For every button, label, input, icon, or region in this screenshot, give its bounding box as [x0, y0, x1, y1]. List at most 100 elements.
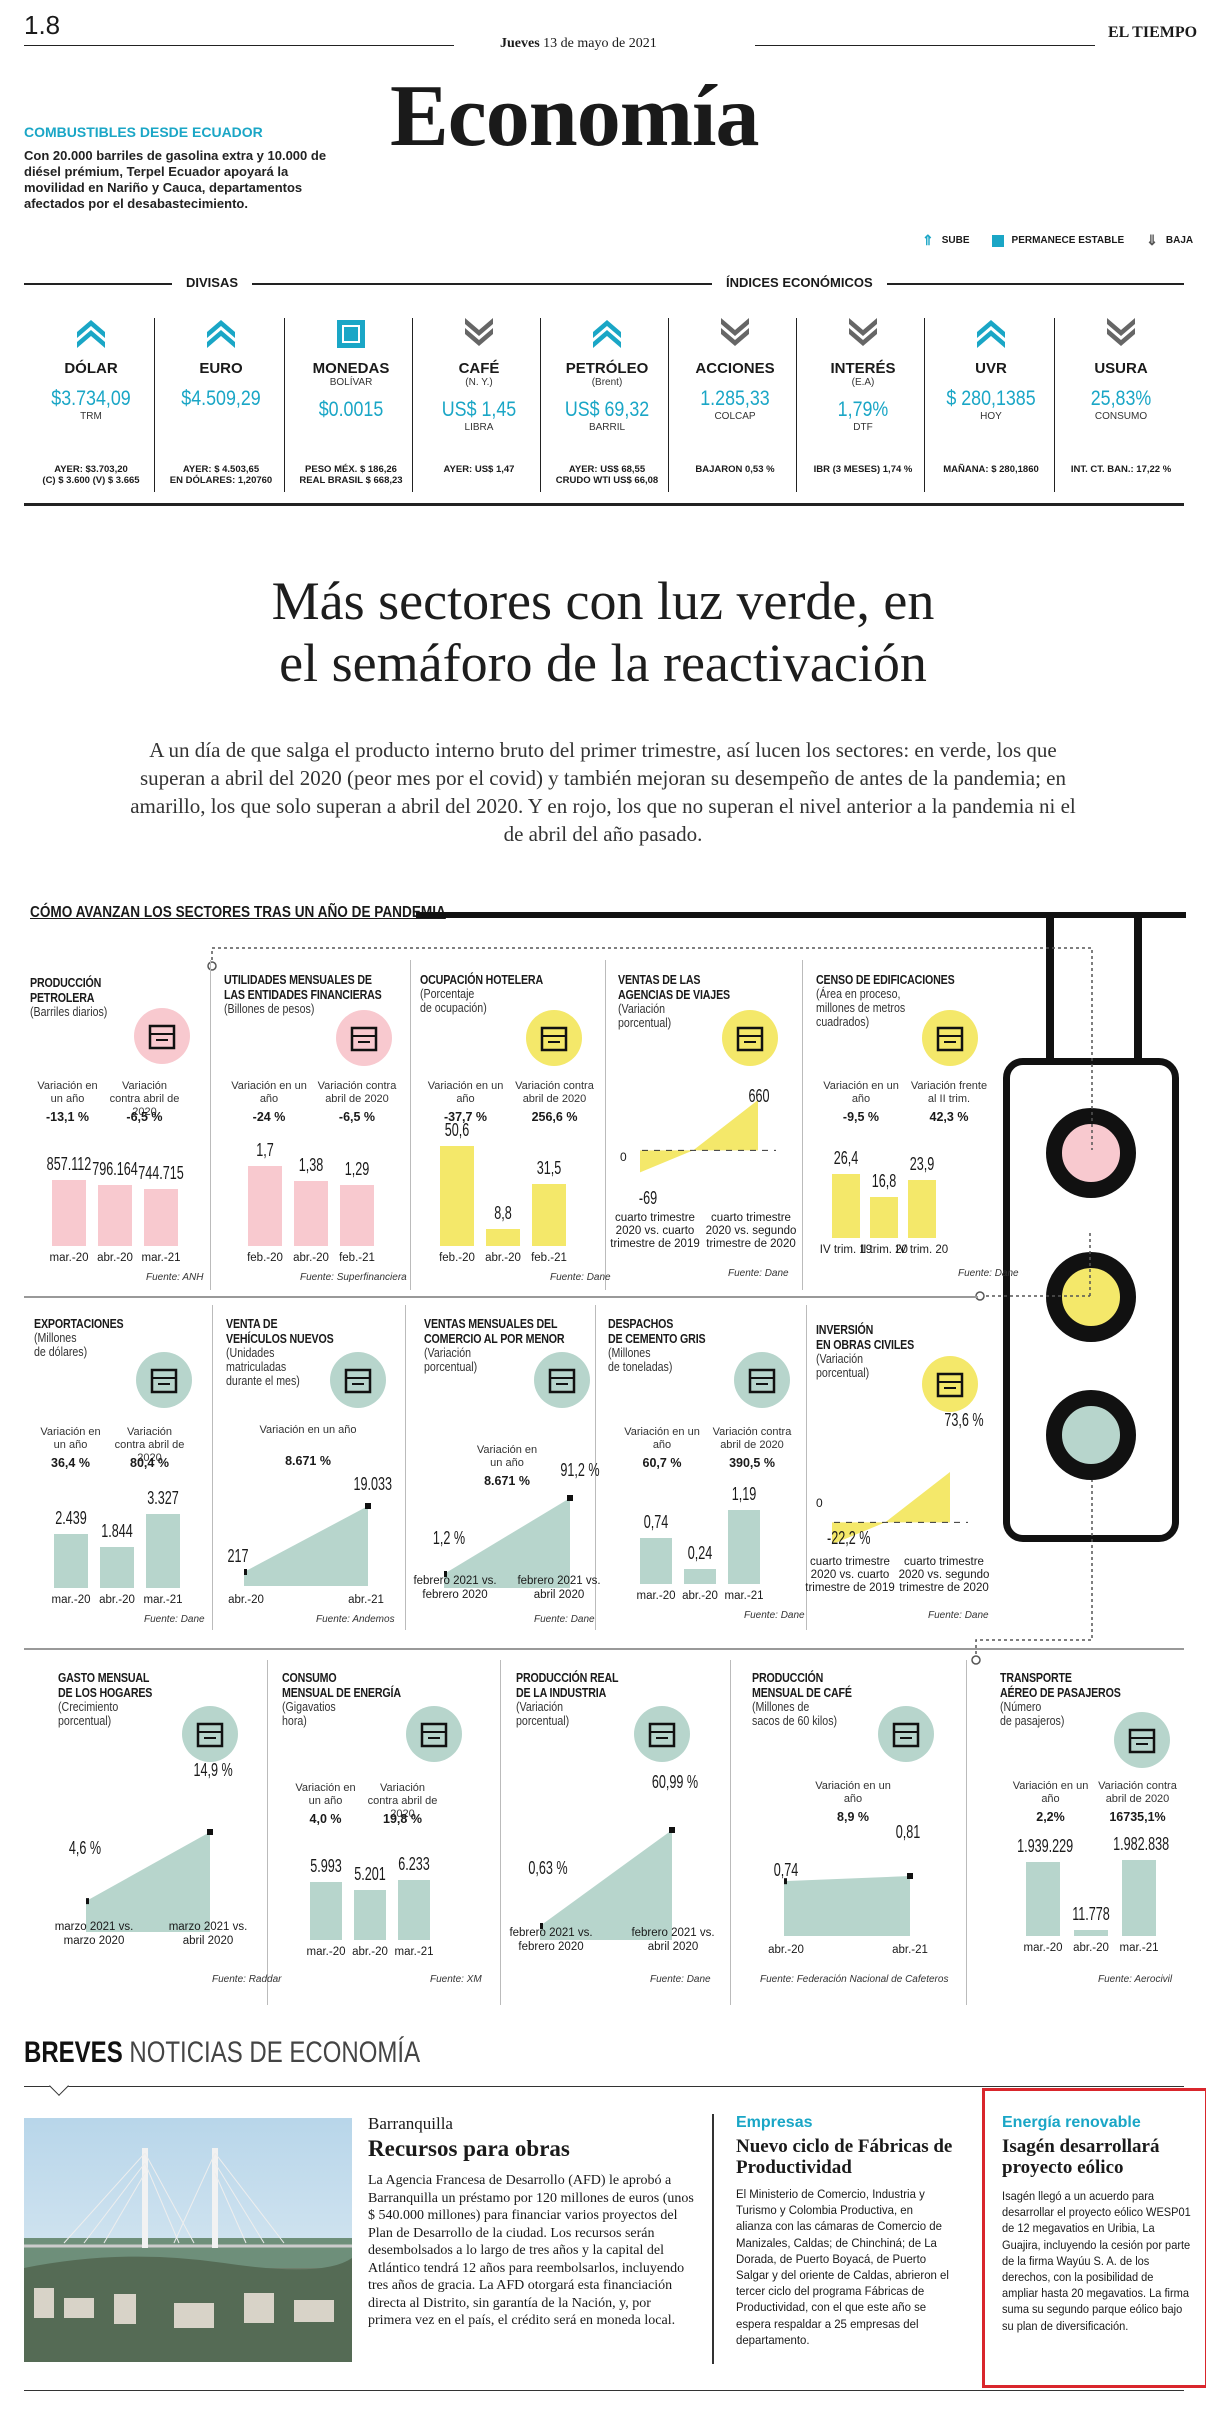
indicator-unit: COLCAP: [714, 411, 756, 422]
panel-title: OCUPACIÓN HOTELERA: [420, 972, 543, 987]
divider: [267, 1660, 268, 2005]
brief-2-kicker: Empresas: [736, 2114, 813, 2131]
coffee-sacks-icon: [878, 1706, 934, 1762]
stable-icon: [337, 320, 365, 348]
teaser-text: Con 20.000 barriles de gasolina extra y …: [24, 148, 327, 211]
bar-label: 11.778: [1072, 1904, 1110, 1924]
source: Fuente: Andemos: [316, 1614, 395, 1625]
indicator-8: USURA 25,83% CONSUMO INT. CT. BAN.: 17,22 %: [1056, 318, 1186, 475]
brief-1-headline: Recursos para obras: [368, 2136, 570, 2161]
bar-label: 31,5: [536, 1157, 562, 1178]
variation-label: Variación contra abril de 2020: [317, 1080, 397, 1105]
indicator-name: MONEDAS: [312, 360, 390, 377]
teaser-kicker: COMBUSTIBLES DESDE ECUADOR: [24, 124, 263, 140]
panel-title: DESPACHOS: [608, 1316, 674, 1331]
bar-label: 2.439: [55, 1507, 87, 1528]
source: Fuente: Dane: [550, 1272, 611, 1283]
category-label: mar.-20: [1023, 1942, 1063, 1954]
legend-stable-icon: [991, 234, 1004, 247]
cement-mixer-icon: [734, 1352, 790, 1408]
panel-subtitle: (Unidades: [226, 1346, 275, 1360]
divider: [410, 960, 411, 1290]
panel-subtitle: de ocupación): [420, 1001, 487, 1015]
panel-subtitle: porcentual): [618, 1016, 672, 1030]
divider: [730, 1660, 731, 2005]
panel-title: TRANSPORTE: [1000, 1670, 1072, 1685]
variation-value: 8.671 %: [285, 1454, 331, 1468]
area-chart: [784, 1873, 913, 1936]
category-label: marzo 2021 vs. marzo 2020: [54, 1921, 134, 1947]
panel-subtitle: (Variación: [816, 1352, 864, 1366]
indicator-foot: AYER: US$ 1,47: [443, 464, 515, 475]
panel-subtitle: (Variación: [516, 1700, 564, 1714]
category-label: mar.-20: [51, 1594, 91, 1606]
trend-up-icon: [207, 320, 235, 348]
low-label: -22,2 %: [827, 1528, 871, 1548]
variation-label: Variación contra abril de 2020: [1098, 1780, 1177, 1805]
category-label: abr.-20: [682, 1590, 718, 1602]
indicator-value: 1,79%: [837, 398, 889, 421]
indicator-foot: AYER: US$ 68,55 CRUDO WTI US$ 66,08: [555, 464, 659, 486]
panel-subtitle: (Billones de pesos): [224, 1002, 315, 1016]
variation-label: Variación contra abril de 2020: [367, 1782, 438, 1820]
indicator-foot: MAÑANA: $ 280,1860: [943, 464, 1039, 475]
panel-subtitle: (Porcentaje: [420, 987, 475, 1001]
low-label: -69: [638, 1188, 658, 1208]
bar-label: 857.112: [46, 1154, 92, 1174]
indicator-divider: [1054, 318, 1055, 492]
indicator-foot: BAJARON 0,53 %: [695, 464, 775, 475]
panel-title: EXPORTACIONES: [34, 1316, 124, 1331]
source: Fuente: Dane: [928, 1610, 989, 1621]
breves-divider: [712, 2114, 714, 2364]
factory-icon: [634, 1706, 690, 1762]
bar: [310, 1882, 342, 1940]
panel-subtitle: cuadrados): [816, 1015, 870, 1029]
panel-subtitle: (Gigavatios: [282, 1700, 336, 1714]
variation-label: Variación contra abril de 2020: [114, 1426, 185, 1464]
divider: [605, 960, 606, 1290]
low-label: 4,6 %: [68, 1838, 102, 1858]
indicator-name: PETRÓLEO: [565, 360, 649, 377]
panel-subtitle: de dólares): [34, 1345, 88, 1359]
variation-value: 4,0 %: [309, 1812, 342, 1826]
variation-label: Variación en un año: [295, 1782, 356, 1807]
main-intro: A un día de que salga el producto intern…: [130, 738, 1076, 846]
bar: [1122, 1860, 1156, 1936]
indicator-1: EURO $4.509,29 AYER: $ 4.503,65 EN DÓLARES:…: [156, 318, 286, 486]
panel-title: DE LA INDUSTRIA: [516, 1685, 607, 1700]
bar: [486, 1228, 520, 1246]
indicator-name: INTERÉS: [830, 360, 896, 377]
indicator-name: ACCIONES: [695, 360, 775, 377]
variation-label: Variación en un año: [476, 1444, 538, 1469]
divider: [212, 1305, 213, 1630]
category-label: abr.-20: [485, 1252, 521, 1264]
source: Fuente: Dane: [144, 1614, 205, 1625]
power-tower-icon: [406, 1706, 462, 1762]
divisas-rule: [24, 283, 1184, 285]
panel-title: COMERCIO AL POR MENOR: [424, 1331, 565, 1346]
panel-subtitle: matriculadas: [226, 1360, 287, 1374]
category-label: mar.-21: [394, 1946, 434, 1958]
bar-label: 6.233: [398, 1854, 430, 1874]
source: Fuente: ANH: [146, 1272, 204, 1283]
variation-value: 8.671 %: [484, 1474, 530, 1488]
indicator-name: EURO: [199, 360, 243, 377]
indicator-unit: BARRIL: [588, 422, 626, 433]
zero-label: 0: [620, 1150, 627, 1164]
indicator-sub: (N. Y.): [465, 377, 493, 388]
high-label: 660: [748, 1086, 770, 1106]
divider: [405, 1305, 406, 1630]
bar: [398, 1880, 430, 1940]
category-label: abr.-21: [348, 1594, 384, 1606]
indicator-divider: [540, 318, 541, 492]
variation-value: 80,4 %: [130, 1456, 169, 1470]
variation-value: 2,2%: [1036, 1810, 1065, 1824]
indicator-2: MONEDAS BOLÍVAR $0.0015 PESO MÉX. $ 186,26 R…: [286, 318, 416, 486]
panel-subtitle: (Millones de: [752, 1700, 810, 1714]
indicator-unit: TRM: [80, 411, 102, 422]
category-label: feb.-20: [247, 1252, 283, 1264]
indicator-value: $3.734,09: [51, 387, 131, 410]
bar-label: 1,19: [731, 1484, 757, 1504]
main-headline: Más sectores con luz verde, en el semáfor…: [271, 571, 935, 693]
